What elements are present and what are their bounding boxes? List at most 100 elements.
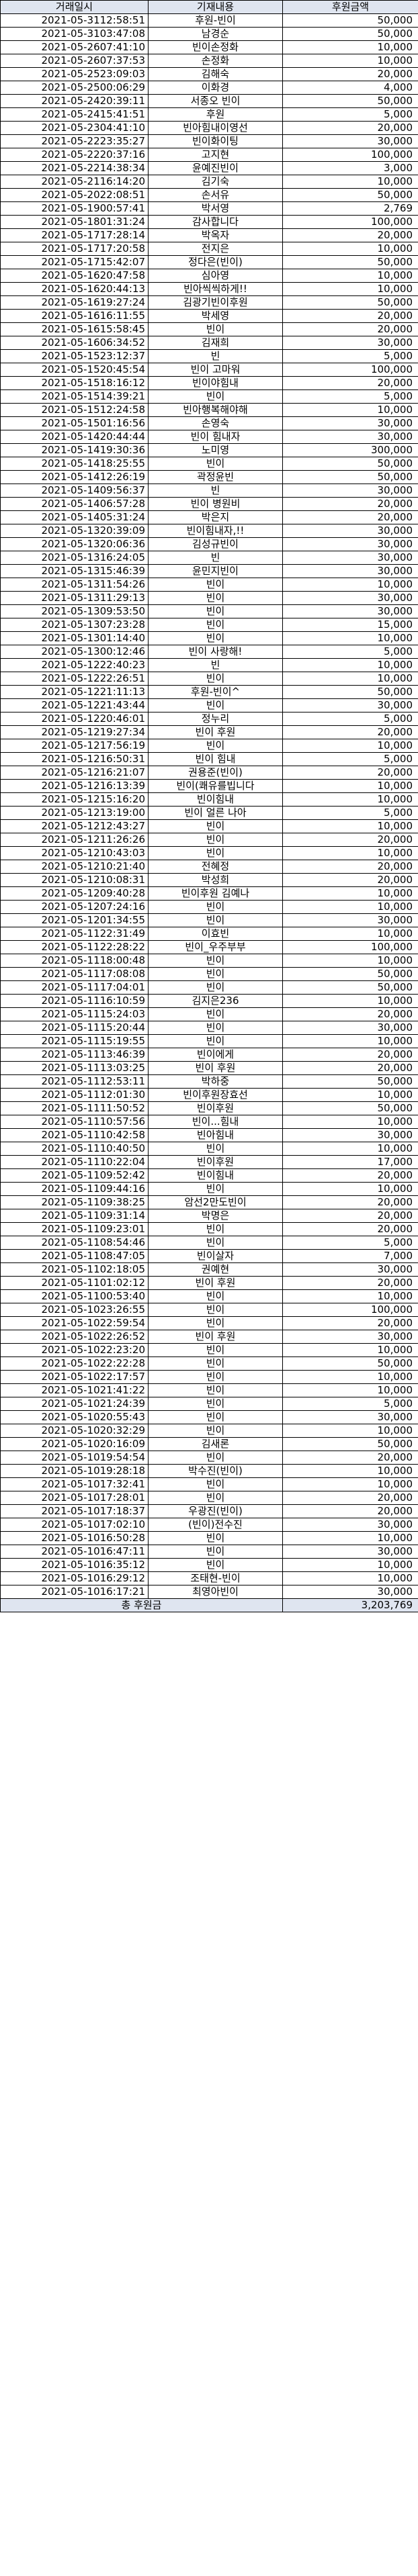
row-memo: 권용준(빈이) [148, 766, 283, 780]
row-memo: 후원 [148, 107, 283, 122]
row-amount: 20,000 [282, 309, 418, 323]
table-row: 2021-05-1016:17:21 최영아빈이 30,000 [0, 1585, 418, 1599]
table-row: 2021-05-1307:23:28 빈이 15,000 [0, 618, 418, 632]
row-amount: 20,000 [282, 873, 418, 887]
row-amount: 20,000 [282, 1168, 418, 1183]
row-datetime: 2021-05-1620:47:58 [0, 269, 149, 283]
row-amount: 10,000 [282, 954, 418, 968]
table-row: 2021-05-1520:45:54 빈이 고마워 100,000 [0, 363, 418, 377]
table-row: 2021-05-1117:08:08 빈이 50,000 [0, 967, 418, 981]
table-row: 2021-05-2304:41:10 빈아힘내이영선 20,000 [0, 121, 418, 135]
row-datetime: 2021-05-1307:23:28 [0, 618, 149, 632]
table-row: 2021-05-1309:53:50 빈이 30,000 [0, 604, 418, 618]
table-row: 2021-05-1102:18:05 권예현 30,000 [0, 1262, 418, 1277]
row-memo: 빈이 [148, 618, 283, 632]
table-row: 2021-05-1615:58:45 빈이 20,000 [0, 322, 418, 336]
row-memo: 후원-빈이^ [148, 685, 283, 699]
row-memo: 빈이(쾌유를빕니다 [148, 779, 283, 793]
row-memo: 빈이 [148, 322, 283, 336]
row-datetime: 2021-05-1221:11:13 [0, 685, 149, 699]
table-row: 2021-05-3103:47:08 남경순 50,000 [0, 27, 418, 41]
row-amount: 10,000 [282, 1142, 418, 1156]
row-memo: 빈이힘내 [148, 1168, 283, 1183]
row-memo: 빈이 힘내자 [148, 430, 283, 444]
table-row: 2021-05-1715:42:07 정다은(빈이) 50,000 [0, 255, 418, 269]
row-memo: 빈이손정화 [148, 40, 283, 54]
row-memo: 빈이 [148, 1558, 283, 1572]
row-datetime: 2021-05-1016:29:12 [0, 1571, 149, 1585]
row-datetime: 2021-05-1514:39:21 [0, 389, 149, 404]
table-row: 2021-05-1016:35:12 빈이 10,000 [0, 1558, 418, 1572]
row-amount: 20,000 [282, 860, 418, 874]
row-memo: 빈이 [148, 1424, 283, 1438]
row-memo: 빈이 [148, 1383, 283, 1397]
row-datetime: 2021-05-1418:25:55 [0, 457, 149, 471]
row-datetime: 2021-05-1717:20:58 [0, 242, 149, 256]
row-memo: 빈이 후원 [148, 1330, 283, 1344]
row-amount: 10,000 [282, 1034, 418, 1048]
row-amount: 30,000 [282, 1518, 418, 1532]
row-memo: 곽정윤빈 [148, 470, 283, 484]
row-datetime: 2021-05-1109:38:25 [0, 1195, 149, 1209]
table-row: 2021-05-1022:22:28 빈이 50,000 [0, 1356, 418, 1371]
row-datetime: 2021-05-2214:38:34 [0, 161, 149, 175]
row-datetime: 2021-05-1412:26:19 [0, 470, 149, 484]
row-datetime: 2021-05-1023:26:55 [0, 1303, 149, 1317]
table-row: 2021-05-1112:01:30 빈이후원장효선 10,000 [0, 1088, 418, 1102]
row-amount: 30,000 [282, 1021, 418, 1035]
row-amount: 20,000 [282, 1491, 418, 1505]
row-datetime: 2021-05-3112:58:51 [0, 13, 149, 28]
row-datetime: 2021-05-1518:16:12 [0, 376, 149, 390]
row-datetime: 2021-05-1221:43:44 [0, 698, 149, 712]
row-memo: 빈이 [148, 1303, 283, 1317]
row-amount: 10,000 [282, 739, 418, 753]
row-memo: 빈이 [148, 457, 283, 471]
table-row: 2021-05-1311:54:26 빈이 10,000 [0, 578, 418, 592]
row-memo: 빈이 [148, 631, 283, 645]
row-datetime: 2021-05-1213:19:00 [0, 806, 149, 820]
row-amount: 10,000 [282, 779, 418, 793]
row-memo: 빈이 [148, 980, 283, 995]
table-row: 2021-05-1301:14:40 빈이 10,000 [0, 631, 418, 645]
row-amount: 10,000 [282, 403, 418, 417]
row-amount: 5,000 [282, 107, 418, 122]
row-memo: 빈아행복해야해 [148, 403, 283, 417]
row-amount: 7,000 [282, 1249, 418, 1263]
row-memo: 김광기빈이후원 [148, 295, 283, 310]
table-row: 2021-05-1101:02:12 빈이 후원 20,000 [0, 1276, 418, 1290]
table-row: 2021-05-1109:23:01 빈이 20,000 [0, 1222, 418, 1236]
row-memo: 빈이 병원비 [148, 497, 283, 511]
table-row: 2021-05-1016:29:12 조태현-빈이 10,000 [0, 1571, 418, 1585]
row-datetime: 2021-05-1320:39:09 [0, 524, 149, 538]
row-memo: 정누리 [148, 712, 283, 726]
row-amount: 10,000 [282, 658, 418, 672]
memo-column-header: 기재내용 [148, 0, 283, 14]
table-row: 2021-05-1022:17:57 빈이 10,000 [0, 1370, 418, 1384]
row-datetime: 2021-05-1116:10:59 [0, 994, 149, 1008]
row-datetime: 2021-05-1019:28:18 [0, 1464, 149, 1478]
row-memo: 노미영 [148, 443, 283, 457]
row-memo: 박수진(빈이) [148, 1464, 283, 1478]
row-memo: 암선2만도빈이 [148, 1195, 283, 1209]
row-amount: 30,000 [282, 416, 418, 430]
row-datetime: 2021-05-1220:46:01 [0, 712, 149, 726]
row-memo: 빈이 [148, 1356, 283, 1371]
row-amount: 10,000 [282, 672, 418, 686]
row-datetime: 2021-05-1021:41:22 [0, 1383, 149, 1397]
row-memo: 빈이 [148, 1343, 283, 1357]
row-amount: 10,000 [282, 631, 418, 645]
row-datetime: 2021-05-2220:37:16 [0, 148, 149, 162]
row-memo: 정다은(빈이) [148, 255, 283, 269]
row-amount: 17,000 [282, 1155, 418, 1169]
row-memo: 빈 [148, 658, 283, 672]
row-datetime: 2021-05-1118:00:48 [0, 954, 149, 968]
table-row: 2021-05-1022:26:52 빈이 후원 30,000 [0, 1330, 418, 1344]
row-amount: 10,000 [282, 1477, 418, 1491]
row-datetime: 2021-05-1222:26:51 [0, 672, 149, 686]
table-row: 2021-05-1316:24:05 빈 30,000 [0, 551, 418, 565]
table-row: 2021-05-1112:53:11 박하중 50,000 [0, 1074, 418, 1089]
table-row: 2021-05-1221:43:44 빈이 30,000 [0, 698, 418, 712]
row-datetime: 2021-05-1316:24:05 [0, 551, 149, 565]
row-memo: 빈이 [148, 846, 283, 860]
table-row: 2021-05-1109:38:25 암선2만도빈이 20,000 [0, 1195, 418, 1209]
